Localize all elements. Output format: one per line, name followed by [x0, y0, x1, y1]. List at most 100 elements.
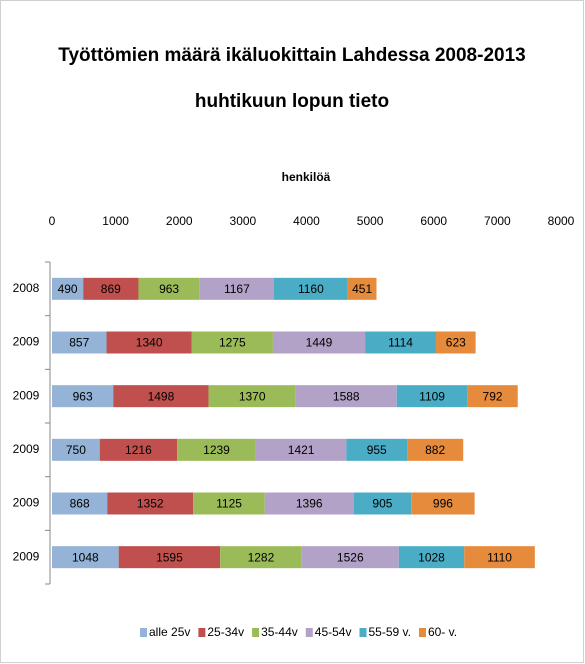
x-tick-label: 3000 [230, 214, 257, 228]
bar-segment [107, 492, 194, 515]
bar-segment [138, 277, 200, 300]
bar-segment [396, 385, 468, 408]
bar-segment [83, 277, 139, 300]
bar-segment [52, 277, 84, 300]
data-label: 1370 [239, 389, 266, 403]
x-tick-label: 7000 [484, 214, 511, 228]
data-label: 1160 [298, 282, 324, 296]
legend-label: 45-54v [315, 625, 352, 639]
data-label: 451 [352, 282, 372, 296]
bar-segment [272, 331, 366, 354]
y-tick-label: 2009 [13, 388, 40, 402]
bar-segment [52, 546, 119, 569]
legend-swatch [198, 628, 206, 637]
data-label: 1110 [487, 550, 512, 564]
data-label: 1028 [418, 550, 445, 564]
y-tick-label: 2009 [13, 335, 40, 349]
bar-segment [177, 438, 256, 461]
bar-segment [199, 277, 274, 300]
legend-swatch [305, 628, 313, 637]
bar-segment [353, 492, 412, 515]
data-label: 1595 [156, 550, 183, 564]
bar-segment [52, 492, 108, 515]
data-label: 623 [446, 336, 466, 350]
legend-label: alle 25v [149, 625, 190, 639]
legend-swatch [252, 628, 260, 637]
chart-title: Työttömien määrä ikäluokittain Lahdessa … [58, 45, 525, 66]
bar-segment [411, 492, 475, 515]
bar-segment [264, 492, 354, 515]
bar-segment [52, 331, 107, 354]
bar-segment [435, 331, 476, 354]
y-tick-label: 2009 [13, 442, 40, 456]
bar-segment [99, 438, 178, 461]
legend-swatch [418, 628, 426, 637]
data-label: 857 [69, 336, 89, 350]
bar-segment [52, 385, 114, 408]
bar-segment [220, 546, 302, 569]
x-tick-label: 6000 [420, 214, 447, 228]
x-tick-label: 0 [49, 214, 56, 228]
data-label: 1216 [125, 443, 152, 457]
data-label: 1498 [148, 389, 175, 403]
data-label: 1352 [137, 497, 164, 511]
x-tick-label: 4000 [293, 214, 320, 228]
legend-swatch [359, 628, 367, 637]
data-label: 1167 [224, 282, 250, 296]
legend-label: 25-34v [207, 625, 244, 639]
data-label: 963 [73, 389, 93, 403]
data-label: 1114 [388, 336, 413, 350]
data-label: 996 [433, 497, 453, 511]
bar-segment [346, 438, 408, 461]
bar-segment [301, 546, 399, 569]
bar-segment [347, 277, 377, 300]
bar-segment [273, 277, 348, 300]
bar-segment [193, 492, 265, 515]
data-label: 750 [66, 443, 86, 457]
data-label: 1125 [216, 497, 242, 511]
data-label: 1239 [203, 443, 230, 457]
y-tick-label: 2008 [13, 281, 40, 295]
bar-segment [407, 438, 464, 461]
bar-segment [467, 385, 518, 408]
bar-segment [464, 546, 535, 569]
bar-segment [52, 438, 100, 461]
data-label: 1048 [72, 550, 99, 564]
bar-segment [398, 546, 465, 569]
x-tick-label: 2000 [166, 214, 193, 228]
x-tick-label: 5000 [357, 214, 384, 228]
legend-label: 60- v. [428, 625, 457, 639]
data-label: 1340 [136, 336, 163, 350]
data-label: 792 [483, 389, 503, 403]
x-tick-label: 1000 [102, 214, 129, 228]
bar-segment [118, 546, 221, 569]
bar-segment [191, 331, 273, 354]
data-label: 1282 [248, 550, 275, 564]
y-tick-label: 2009 [13, 549, 40, 563]
data-label: 1109 [419, 389, 445, 403]
data-label: 869 [101, 282, 121, 296]
data-label: 868 [70, 497, 90, 511]
data-label: 963 [159, 282, 179, 296]
data-label: 1449 [306, 336, 333, 350]
data-label: 1275 [219, 336, 246, 350]
bar-segment [208, 385, 296, 408]
legend-swatch [140, 628, 147, 637]
chart-subtitle: huhtikuun lopun tieto [195, 91, 389, 112]
data-label: 1396 [296, 497, 323, 511]
x-tick-label: 8000 [548, 214, 575, 228]
bar-segment [106, 331, 192, 354]
data-label: 1421 [288, 443, 315, 457]
data-label: 1588 [333, 389, 360, 403]
bar-segment [365, 331, 436, 354]
data-label: 955 [367, 443, 387, 457]
data-label: 882 [425, 443, 445, 457]
legend-label: 55-59 v. [368, 625, 410, 639]
bar-segment [255, 438, 347, 461]
axis-label: henkilöä [282, 170, 331, 184]
legend-label: 35-44v [261, 625, 298, 639]
y-tick-label: 2009 [13, 496, 40, 510]
data-label: 490 [58, 282, 78, 296]
bar-segment [295, 385, 397, 408]
